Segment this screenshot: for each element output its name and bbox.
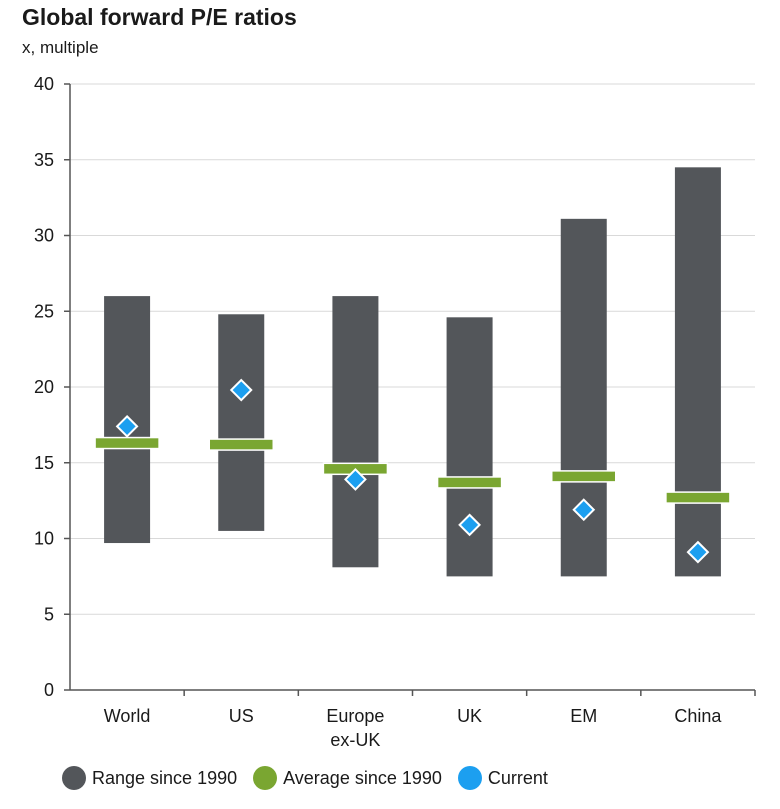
- current-marker: [458, 513, 481, 537]
- average-marker: [665, 491, 731, 504]
- average-marker: [551, 470, 617, 483]
- y-tick-label: 5: [44, 604, 54, 624]
- legend-swatch-average: [253, 766, 278, 790]
- y-tick-label: 20: [34, 377, 54, 397]
- legend-label-average: Average since 1990: [283, 767, 442, 788]
- current-marker: [686, 540, 710, 564]
- legend-label-range: Range since 1990: [92, 767, 238, 788]
- x-category-label: UK: [457, 706, 482, 726]
- average-marker: [208, 438, 274, 451]
- x-category-label: ex-UK: [330, 730, 380, 750]
- legend-item-range: Range since 1990: [62, 766, 237, 790]
- x-category-label: US: [229, 706, 254, 726]
- range-bar: [674, 167, 721, 577]
- range-bar: [218, 314, 265, 531]
- range-bar: [560, 218, 607, 577]
- x-axis-labels: World US Europe ex-UK UK EM China: [104, 690, 756, 750]
- x-category-label: EM: [570, 706, 597, 726]
- legend-swatch-range: [62, 766, 86, 790]
- current-marker: [229, 378, 253, 402]
- legend-label-current: Current: [487, 767, 548, 788]
- y-tick-label: 0: [44, 680, 54, 700]
- legend: Range since 1990 Average since 1990 Curr…: [62, 766, 564, 790]
- x-category-label: Europe: [326, 706, 384, 726]
- x-category-label: China: [674, 706, 722, 726]
- chart-title: Global forward P/E ratios: [22, 4, 297, 30]
- current-marker: [572, 498, 596, 522]
- y-axis-ticks: 0 5 10 15 20 25 30 35 40: [34, 74, 70, 700]
- y-tick-label: 30: [34, 226, 54, 246]
- average-marker: [94, 436, 160, 450]
- y-tick-label: 35: [34, 150, 54, 170]
- legend-swatch-current: [457, 766, 482, 790]
- y-tick-label: 10: [34, 529, 54, 549]
- y-tick-label: 25: [34, 301, 54, 321]
- current-marker: [115, 414, 139, 438]
- chart-marks: [94, 167, 731, 577]
- x-category-label: World: [104, 706, 151, 726]
- y-tick-label: 40: [34, 74, 54, 94]
- current-marker: [344, 468, 367, 491]
- average-marker: [436, 476, 503, 489]
- pe-range-chart: 0 5 10 15 20 25 30 35 40 World US Europe ex-UK UK EM C…: [34, 74, 756, 750]
- legend-item-current: Current: [457, 766, 548, 790]
- range-bar: [332, 296, 379, 568]
- chart-subtitle: x, multiple: [22, 38, 99, 57]
- y-tick-label: 15: [34, 453, 54, 473]
- legend-item-average: Average since 1990: [253, 766, 442, 790]
- grid-lines: [70, 83, 755, 615]
- range-bar: [446, 317, 493, 577]
